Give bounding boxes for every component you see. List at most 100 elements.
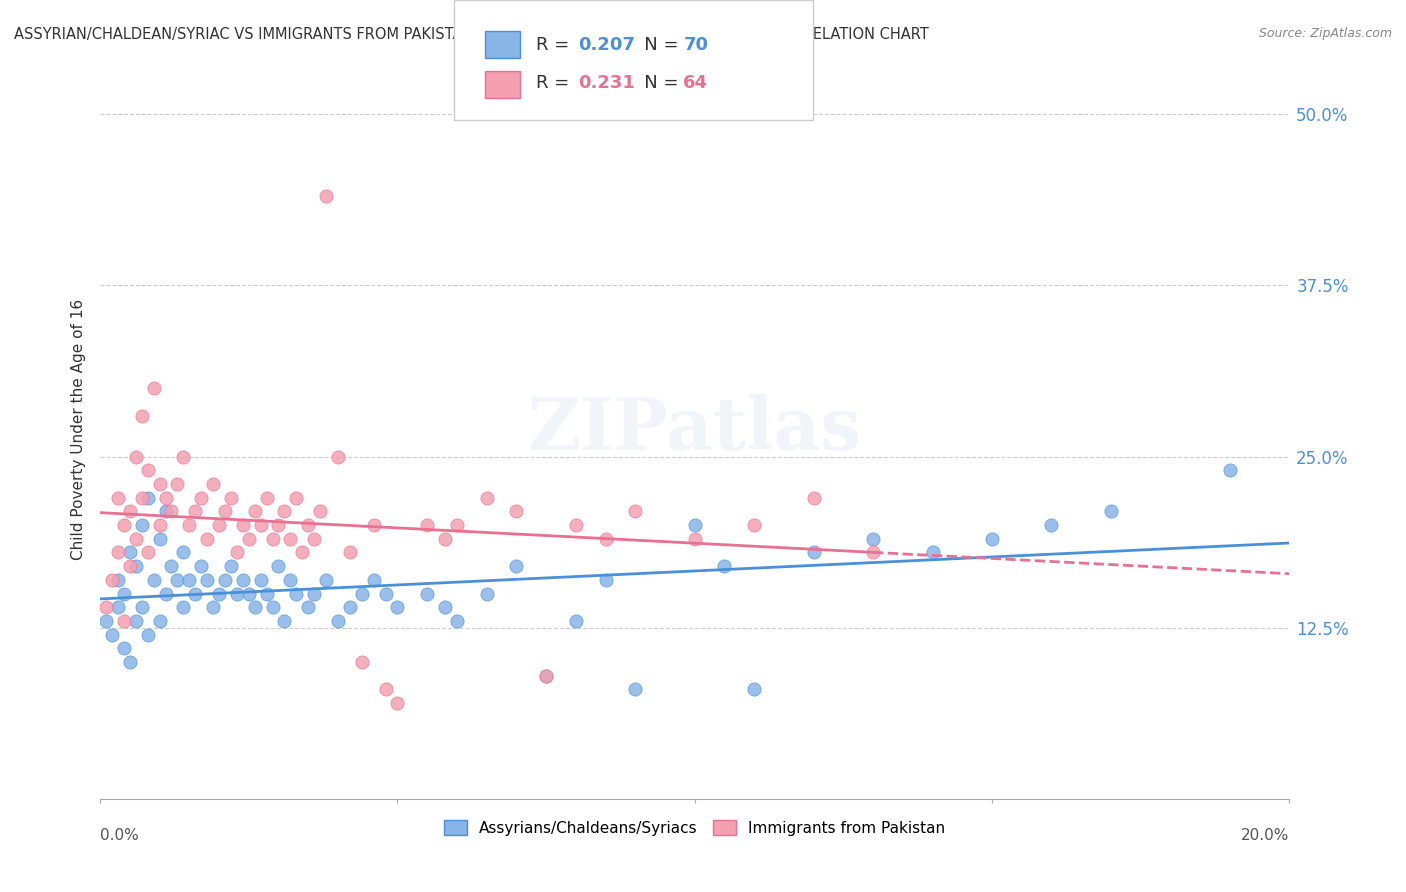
Point [921, 545, 943, 559]
Point [202, 600, 225, 615]
Point [374, 682, 396, 697]
Point [742, 682, 765, 697]
Point [142, 573, 165, 587]
Point [232, 573, 254, 587]
Point [125, 450, 148, 464]
Point [149, 477, 172, 491]
Y-axis label: Child Poverty Under the Age of 16: Child Poverty Under the Age of 16 [72, 299, 86, 560]
Point [107, 491, 129, 505]
Point [302, 532, 325, 546]
Point [107, 545, 129, 559]
Point [249, 518, 271, 533]
Point [803, 491, 825, 505]
Text: 0.231: 0.231 [578, 74, 634, 92]
Point [256, 491, 278, 505]
Point [184, 586, 207, 600]
Point [179, 573, 201, 587]
Point [267, 559, 290, 574]
Point [125, 559, 148, 574]
Point [1040, 518, 1063, 533]
Point [112, 641, 135, 656]
Point [433, 532, 456, 546]
Point [339, 545, 361, 559]
Point [101, 573, 124, 587]
Point [136, 463, 159, 477]
Point [136, 545, 159, 559]
Point [190, 491, 212, 505]
Point [273, 504, 295, 518]
Point [136, 491, 159, 505]
Point [142, 381, 165, 395]
Point [195, 532, 218, 546]
Point [446, 518, 468, 533]
Text: 0.0%: 0.0% [100, 829, 139, 844]
Point [243, 600, 266, 615]
Point [195, 573, 218, 587]
Point [155, 504, 177, 518]
Point [742, 518, 765, 533]
Point [350, 586, 373, 600]
Point [624, 504, 647, 518]
Point [202, 477, 225, 491]
Point [112, 614, 135, 628]
Point [297, 600, 319, 615]
Point [262, 600, 284, 615]
Text: N =: N = [627, 74, 685, 92]
Point [172, 600, 194, 615]
Point [118, 559, 141, 574]
Point [713, 559, 735, 574]
Point [214, 573, 236, 587]
Point [505, 504, 527, 518]
Point [184, 504, 207, 518]
Point [433, 600, 456, 615]
Point [118, 545, 141, 559]
Point [160, 559, 183, 574]
Point [219, 559, 242, 574]
Point [350, 655, 373, 669]
Text: 70: 70 [683, 36, 709, 54]
Point [416, 586, 439, 600]
Point [387, 696, 409, 710]
Point [315, 189, 337, 203]
Point [315, 573, 337, 587]
Point [862, 545, 884, 559]
Point [862, 532, 884, 546]
Point [302, 586, 325, 600]
Point [534, 668, 557, 682]
Text: ASSYRIAN/CHALDEAN/SYRIAC VS IMMIGRANTS FROM PAKISTAN CHILD POVERTY UNDER THE AGE: ASSYRIAN/CHALDEAN/SYRIAC VS IMMIGRANTS F… [14, 27, 929, 42]
Point [107, 600, 129, 615]
Point [363, 573, 385, 587]
Point [225, 545, 247, 559]
Point [326, 450, 349, 464]
Text: 20.0%: 20.0% [1241, 829, 1289, 844]
Point [208, 518, 231, 533]
Text: N =: N = [627, 36, 685, 54]
Point [238, 586, 260, 600]
Point [249, 573, 271, 587]
Point [267, 518, 290, 533]
Text: ZIPatlas: ZIPatlas [527, 393, 862, 465]
Point [285, 491, 308, 505]
Point [291, 545, 314, 559]
Point [595, 532, 617, 546]
Point [118, 655, 141, 669]
Point [256, 586, 278, 600]
Text: 0.207: 0.207 [578, 36, 634, 54]
Point [363, 518, 385, 533]
Point [219, 491, 242, 505]
Point [238, 532, 260, 546]
Point [225, 586, 247, 600]
Point [475, 491, 498, 505]
Point [475, 586, 498, 600]
Point [131, 409, 153, 423]
Point [416, 518, 439, 533]
Point [94, 614, 117, 628]
Point [179, 518, 201, 533]
Point [683, 518, 706, 533]
Point [149, 532, 172, 546]
Point [273, 614, 295, 628]
Point [136, 627, 159, 641]
Point [280, 573, 302, 587]
Text: Source: ZipAtlas.com: Source: ZipAtlas.com [1258, 27, 1392, 40]
Point [155, 586, 177, 600]
